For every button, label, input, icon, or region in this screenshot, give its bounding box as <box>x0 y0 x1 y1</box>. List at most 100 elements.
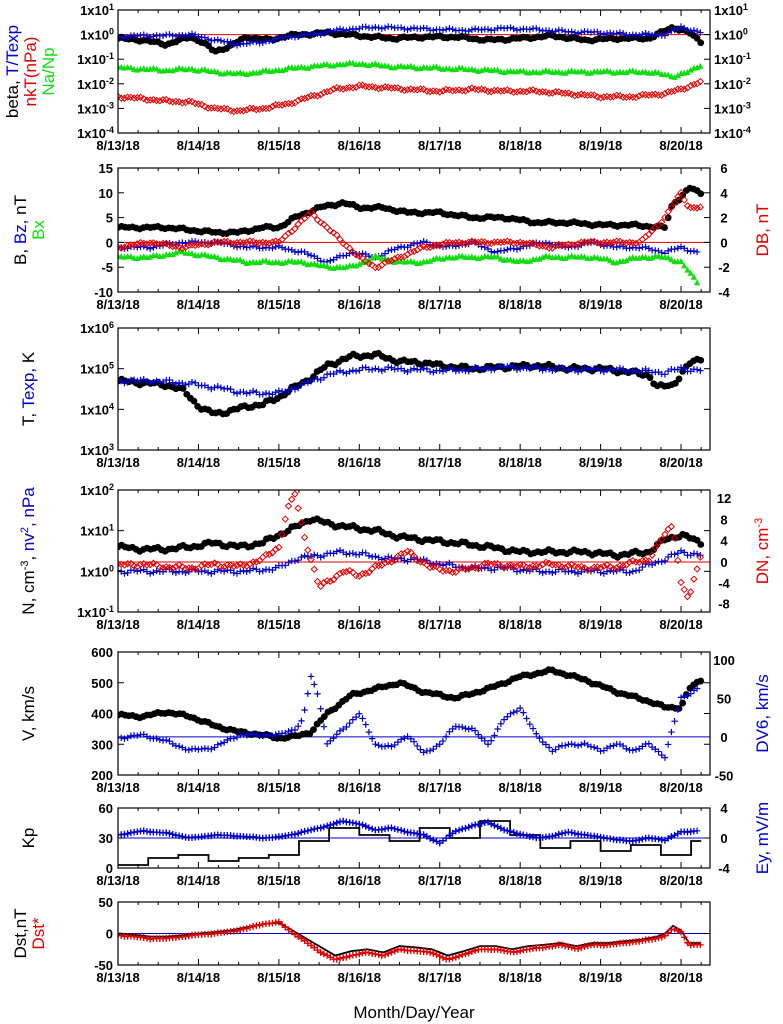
series-marker <box>327 821 334 829</box>
series-marker <box>403 85 412 94</box>
series-marker <box>516 26 524 33</box>
series-marker <box>632 837 640 844</box>
series-marker <box>246 243 254 251</box>
series-layer <box>118 23 705 116</box>
series-marker <box>355 81 364 89</box>
series-marker <box>670 534 679 542</box>
series-marker <box>253 38 260 46</box>
series-marker <box>281 515 290 523</box>
series-marker <box>163 736 170 744</box>
series-layer <box>118 817 702 866</box>
series-marker <box>362 364 369 371</box>
series-marker <box>397 365 405 372</box>
series-marker <box>297 518 306 527</box>
series-marker <box>326 577 335 585</box>
y-axis-label-part: T/Texp <box>3 25 22 76</box>
series-marker <box>118 63 122 70</box>
series-marker <box>449 26 456 33</box>
series-marker <box>211 384 218 391</box>
series-marker <box>664 367 672 375</box>
right-axis-label: DN, cm-3 <box>753 518 772 584</box>
series-marker <box>671 73 678 80</box>
series-marker <box>252 105 261 114</box>
y-axis-label: Dst,nT <box>11 908 30 958</box>
right-tick-label: -8 <box>718 597 730 612</box>
series-marker <box>587 366 595 373</box>
series-marker <box>175 561 183 569</box>
series-marker <box>684 68 691 75</box>
series-marker <box>314 552 321 559</box>
series-marker <box>607 29 614 37</box>
series-marker <box>365 552 373 559</box>
series-marker <box>670 198 679 207</box>
y-tick-label: -50 <box>94 958 113 973</box>
series-marker <box>597 30 604 37</box>
series-marker <box>281 100 290 108</box>
y-axis-label-part: B, <box>11 244 30 265</box>
series-marker <box>368 735 376 742</box>
series-marker <box>455 952 463 960</box>
series-marker <box>140 94 148 103</box>
series-marker <box>385 62 392 69</box>
series-marker <box>439 737 447 745</box>
series-marker <box>288 385 295 392</box>
right-axis-label: DB, nT <box>753 204 772 257</box>
series-marker <box>410 738 418 745</box>
series-marker <box>217 740 225 747</box>
series-marker <box>172 562 180 571</box>
series-marker <box>687 66 694 73</box>
series-marker <box>632 239 640 248</box>
series-marker <box>326 87 335 95</box>
panel-5: 8/13/18 8/14/18 8/15/18 8/16/18 8/17/18 8/18/… <box>19 645 772 795</box>
series-marker <box>175 743 183 750</box>
series-marker <box>565 568 572 575</box>
series-marker <box>407 248 415 256</box>
x-tick-label: 8/19/18 <box>579 617 622 632</box>
series-marker <box>510 562 518 571</box>
panel-2: 8/13/18 8/14/18 8/15/18 8/16/18 8/17/18 8/18/… <box>11 161 772 312</box>
y-tick-label-mantissa: 1x10 <box>77 77 106 92</box>
series-marker <box>638 556 647 565</box>
series-marker <box>207 239 216 248</box>
series-marker <box>146 560 154 569</box>
series-marker <box>143 561 151 569</box>
series-marker <box>639 836 646 843</box>
series-marker <box>494 66 501 73</box>
series-marker <box>568 829 575 836</box>
series-marker <box>648 561 656 568</box>
series-marker <box>146 570 154 577</box>
series-marker <box>317 376 324 384</box>
y-tick-label-mantissa: 1x10 <box>77 126 106 141</box>
series-marker <box>349 84 357 92</box>
series-marker <box>594 745 601 752</box>
series-marker <box>696 203 705 211</box>
x-tick-label: 8/13/18 <box>96 873 139 888</box>
series-marker <box>172 249 180 256</box>
x-tick-label: 8/18/18 <box>498 617 541 632</box>
series-marker <box>252 558 261 566</box>
series-marker <box>256 921 263 929</box>
x-tick-label: 8/15/18 <box>257 297 300 312</box>
series-marker <box>419 85 428 93</box>
series-marker <box>687 551 694 559</box>
series-marker <box>388 949 395 956</box>
y-tick-label-mantissa: 1x10 <box>80 483 109 498</box>
series-marker <box>240 925 247 933</box>
series-marker <box>345 244 354 253</box>
series-marker <box>562 254 569 261</box>
series-marker <box>491 732 498 739</box>
series-marker <box>607 743 614 750</box>
series-marker <box>298 717 305 725</box>
series-marker <box>661 754 669 761</box>
series-marker <box>336 25 344 33</box>
series-marker <box>342 84 351 92</box>
series-marker <box>291 386 299 393</box>
series-marker <box>178 563 187 571</box>
series-marker <box>314 946 321 954</box>
series-marker <box>478 735 485 742</box>
series-marker <box>452 953 460 961</box>
series-layer <box>118 490 705 601</box>
series-marker <box>661 32 669 39</box>
series-marker <box>242 238 251 246</box>
